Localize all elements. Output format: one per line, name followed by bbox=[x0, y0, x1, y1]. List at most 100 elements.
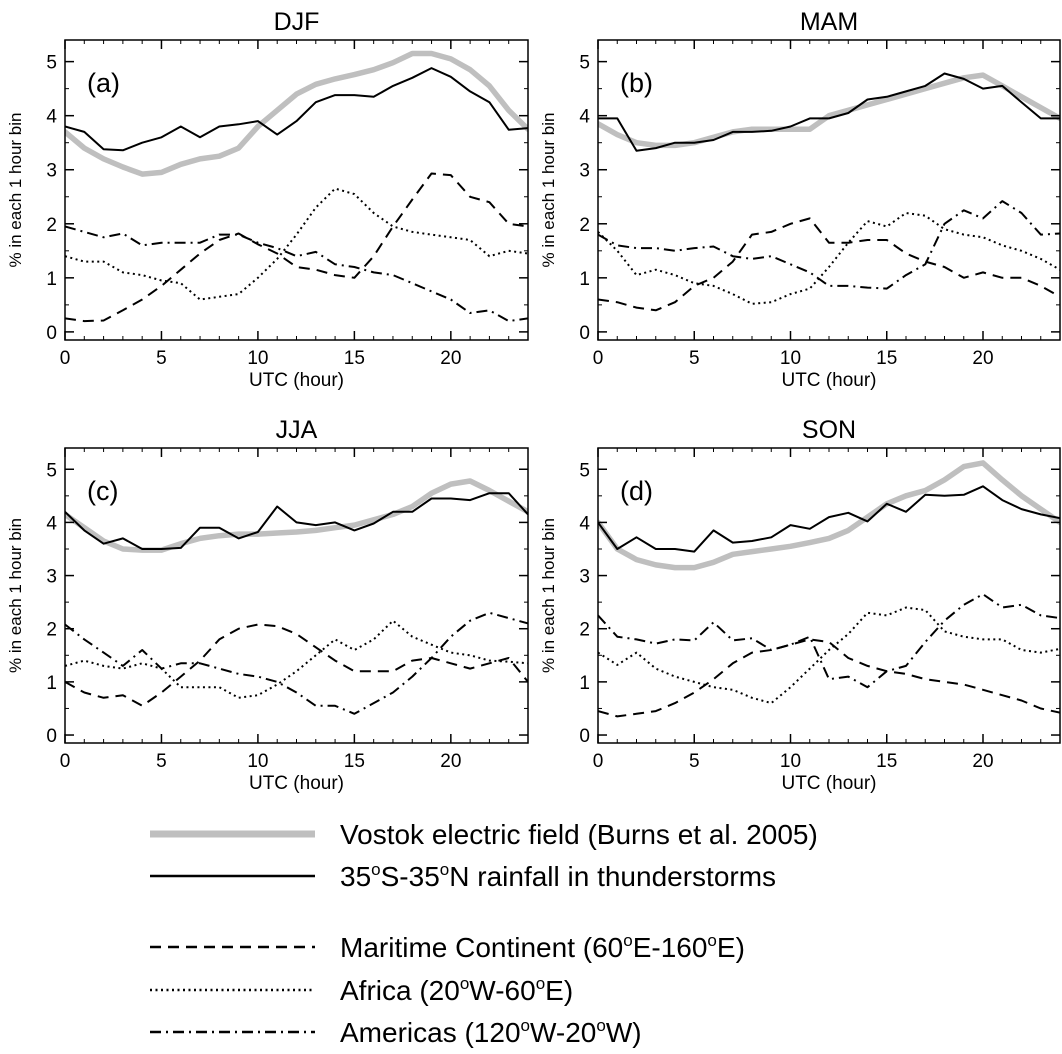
series-line-vostok bbox=[598, 463, 1060, 568]
y-tick-label: 1 bbox=[46, 269, 57, 290]
panel-title: SON bbox=[802, 416, 856, 444]
legend-item-americas: Americas (120oW-20oW) bbox=[150, 1016, 642, 1048]
x-tick-label: 5 bbox=[689, 751, 700, 772]
series-group bbox=[65, 481, 528, 714]
x-tick-label: 20 bbox=[440, 348, 461, 369]
y-tick-label: 2 bbox=[579, 620, 590, 641]
x-tick-label: 0 bbox=[60, 751, 71, 772]
x-axis-label: UTC (hour) bbox=[249, 773, 344, 794]
y-tick-label: 5 bbox=[579, 460, 590, 481]
x-tick-label: 0 bbox=[60, 348, 71, 369]
series-line-africa bbox=[598, 608, 1060, 704]
x-axis-label: UTC (hour) bbox=[249, 370, 344, 391]
panel-label: (a) bbox=[87, 68, 120, 98]
series-line-maritime bbox=[598, 218, 1060, 310]
y-tick-label: 2 bbox=[46, 620, 57, 641]
legend: Vostok electric field (Burns et al. 2005… bbox=[150, 819, 818, 1048]
series-line-africa bbox=[65, 621, 528, 698]
series-line-rainfall bbox=[598, 74, 1060, 151]
legend-item-maritime: Maritime Continent (60oE-160oE) bbox=[150, 931, 745, 963]
y-tick-label: 4 bbox=[579, 513, 590, 534]
y-tick-label: 5 bbox=[579, 53, 590, 74]
y-tick-label: 5 bbox=[46, 53, 57, 74]
x-tick-label: 20 bbox=[440, 751, 461, 772]
y-tick-label: 3 bbox=[46, 161, 57, 182]
y-tick-label: 2 bbox=[579, 215, 590, 236]
y-tick-label: 4 bbox=[46, 107, 57, 128]
legend-item-africa: Africa (20oW-60oE) bbox=[150, 974, 573, 1006]
panel-label: (b) bbox=[620, 68, 653, 98]
x-tick-label: 20 bbox=[972, 348, 993, 369]
y-axis-label: % in each 1 hour bin bbox=[6, 518, 25, 673]
y-tick-label: 1 bbox=[579, 673, 590, 694]
panel-mam: MAM 0 5 10 15 20 0 1 2 3 4 5 UTC (hour) % in each 1 h… bbox=[539, 8, 1060, 391]
series-group bbox=[598, 74, 1060, 311]
y-tick-label: 4 bbox=[579, 107, 590, 128]
y-tick-label: 3 bbox=[46, 567, 57, 588]
series-line-americas bbox=[598, 201, 1060, 289]
panel-title: JJA bbox=[276, 416, 318, 444]
panel-label: (c) bbox=[87, 476, 118, 506]
y-tick-label: 0 bbox=[46, 726, 57, 747]
legend-label: Maritime Continent (60oE-160oE) bbox=[340, 931, 745, 963]
x-tick-label: 5 bbox=[156, 751, 167, 772]
series-line-rainfall bbox=[65, 493, 528, 549]
y-tick-label: 4 bbox=[46, 513, 57, 534]
series-group bbox=[598, 463, 1060, 717]
panel-title: DJF bbox=[274, 8, 320, 36]
x-tick-label: 0 bbox=[593, 751, 604, 772]
y-tick-label: 0 bbox=[579, 726, 590, 747]
panel-son: SON 0 5 10 15 20 0 1 2 3 4 5 UTC (hour) % in each 1 h… bbox=[539, 416, 1060, 794]
panel-jja: JJA 0 5 10 15 20 0 1 2 3 4 5 UTC (hour) % in each 1 h… bbox=[6, 416, 528, 794]
x-tick-label: 20 bbox=[972, 751, 993, 772]
y-tick-label: 0 bbox=[46, 323, 57, 344]
x-tick-label: 10 bbox=[780, 751, 801, 772]
legend-label: Vostok electric field (Burns et al. 2005… bbox=[340, 819, 818, 850]
series-group bbox=[65, 54, 528, 322]
x-axis-label: UTC (hour) bbox=[781, 773, 876, 794]
plot-frame bbox=[598, 40, 1060, 340]
series-line-vostok bbox=[65, 481, 528, 550]
y-axis-label: % in each 1 hour bin bbox=[539, 113, 558, 268]
x-tick-label: 10 bbox=[247, 348, 268, 369]
panel-title: MAM bbox=[800, 8, 858, 36]
series-line-africa bbox=[598, 213, 1060, 304]
plot-frame bbox=[65, 40, 528, 340]
legend-label: Americas (120oW-20oW) bbox=[340, 1016, 642, 1048]
x-tick-label: 10 bbox=[247, 751, 268, 772]
x-tick-label: 5 bbox=[156, 348, 167, 369]
y-tick-label: 1 bbox=[46, 673, 57, 694]
series-line-maritime bbox=[65, 174, 528, 322]
y-tick-label: 1 bbox=[579, 269, 590, 290]
x-axis-label: UTC (hour) bbox=[781, 370, 876, 391]
y-axis-label: % in each 1 hour bin bbox=[6, 113, 25, 268]
y-tick-label: 2 bbox=[46, 215, 57, 236]
x-tick-label: 15 bbox=[344, 751, 365, 772]
y-tick-label: 0 bbox=[579, 323, 590, 344]
x-tick-label: 10 bbox=[780, 348, 801, 369]
y-axis-label: % in each 1 hour bin bbox=[539, 518, 558, 673]
series-line-americas bbox=[65, 613, 528, 714]
x-tick-label: 15 bbox=[876, 751, 897, 772]
series-line-rainfall bbox=[598, 486, 1060, 551]
y-tick-label: 3 bbox=[579, 161, 590, 182]
x-tick-label: 0 bbox=[593, 348, 604, 369]
y-tick-label: 3 bbox=[579, 567, 590, 588]
y-tick-label: 5 bbox=[46, 460, 57, 481]
series-line-vostok bbox=[598, 75, 1060, 145]
legend-item-rainfall: 35oS-35oN rainfall in thunderstorms bbox=[150, 860, 776, 892]
x-tick-label: 5 bbox=[689, 348, 700, 369]
series-line-vostok bbox=[65, 54, 528, 175]
series-line-africa bbox=[65, 189, 528, 300]
x-tick-label: 15 bbox=[344, 348, 365, 369]
panel-djf: DJF 0 5 10 15 20 0 1 2 3 4 5 UTC (hour) % in each 1 h… bbox=[6, 8, 528, 391]
series-line-rainfall bbox=[65, 68, 528, 150]
plot-frame bbox=[65, 448, 528, 743]
legend-label: 35oS-35oN rainfall in thunderstorms bbox=[340, 860, 776, 892]
legend-label: Africa (20oW-60oE) bbox=[340, 974, 573, 1006]
legend-item-vostok: Vostok electric field (Burns et al. 2005… bbox=[150, 819, 818, 850]
panel-label: (d) bbox=[620, 476, 653, 506]
x-tick-label: 15 bbox=[876, 348, 897, 369]
